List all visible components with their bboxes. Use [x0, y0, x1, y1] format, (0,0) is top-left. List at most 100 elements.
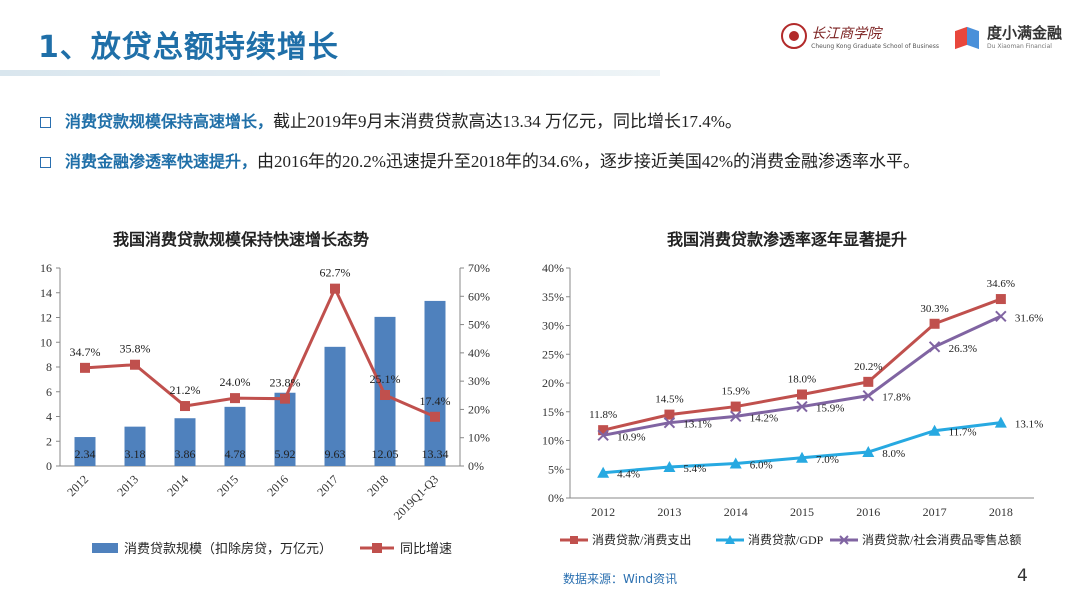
penetration-rate-chart: 0% 5% 10% 15% 20% 25% 30% 35% 40% 2012 2013 2014 201… [542, 261, 1043, 547]
growth-rate-label: 35.8% [120, 342, 151, 356]
title-underline [0, 70, 660, 76]
bullet-highlight: 消费贷款规模保持高速增长， [65, 112, 274, 131]
retail-sales-value-label: 15.9% [816, 403, 844, 415]
growth-rate-label: 24.0% [220, 375, 251, 389]
bar-value-label: 2.34 [75, 447, 96, 461]
square-bullet-icon [40, 116, 51, 128]
right-tick-label: 60% [468, 289, 490, 303]
bar [424, 300, 446, 466]
bar [324, 346, 346, 466]
gdp-marker [928, 424, 941, 436]
y-tick-label: 0% [548, 491, 564, 505]
legend-marker [725, 535, 735, 544]
left-tick-label: 4 [46, 410, 52, 424]
consumption-expenditure-value-label: 14.5% [655, 394, 683, 406]
consumption-expenditure-marker [995, 294, 1006, 305]
legend-bar-swatch [92, 543, 118, 553]
bar-value-label: 3.86 [175, 447, 196, 461]
page-number: 4 [1017, 566, 1028, 586]
consumption-expenditure-marker [598, 425, 609, 436]
left-tick-label: 8 [46, 360, 52, 374]
retail-sales-marker [995, 310, 1007, 323]
gdp-value-label: 7.0% [816, 454, 839, 466]
bar-value-label: 5.92 [275, 447, 296, 461]
page-title: 1、放贷总额持续增长 [38, 30, 339, 65]
legend-bar-label: 消费贷款规模（扣除房贷，万亿元） [124, 541, 332, 556]
x-tick-label: 2015 [790, 505, 814, 519]
consumption-expenditure-value-label: 11.8% [589, 409, 617, 421]
left-tick-label: 6 [46, 385, 52, 399]
dxm-name-cn: 度小满金融 [986, 24, 1062, 42]
y-tick-label: 10% [542, 434, 564, 448]
y-tick-label: 35% [542, 290, 564, 304]
consumption-expenditure-value-label: 30.3% [920, 303, 948, 315]
consumption-expenditure-value-label: 20.2% [854, 361, 882, 373]
bullet-item: 消费贷款规模保持高速增长， 截止2019年9月末消费贷款高达13.34 万亿元，… [40, 112, 920, 132]
right-tick-label: 70% [468, 261, 490, 275]
x-tick-label: 2017 [314, 472, 341, 499]
y-tick-label: 5% [548, 462, 564, 476]
x-tick-label: 2013 [657, 505, 681, 519]
consumption-expenditure-value-label: 15.9% [722, 386, 750, 398]
y-tick-label: 30% [542, 319, 564, 333]
x-tick-label: 2016 [856, 505, 880, 519]
consumption-expenditure-marker [797, 389, 807, 400]
consumption-expenditure-value-label: 34.6% [987, 278, 1015, 290]
dxm-mark-icon [954, 25, 981, 50]
consumption-expenditure-marker [664, 409, 675, 420]
x-tick-label: 2013 [114, 472, 141, 499]
growth-rate-marker [230, 393, 240, 404]
growth-rate-marker [130, 359, 140, 370]
y-tick-label: 25% [542, 347, 564, 361]
right-chart-title: 我国消费贷款渗透率逐年显著提升 [667, 230, 908, 249]
bar-value-label: 4.78 [225, 447, 246, 461]
retail-sales-value-label: 17.8% [882, 392, 910, 404]
ckgsb-seal-icon [781, 23, 808, 49]
legend-label: 消费贷款/GDP [748, 533, 824, 547]
y-tick-label: 20% [542, 376, 564, 390]
bullet-item: 消费金融渗透率快速提升， 由2016年的20.2%迅速提升至2018年的34.6… [40, 152, 920, 172]
retail-sales-marker [796, 400, 808, 413]
growth-rate-label: 34.7% [70, 345, 101, 359]
retail-sales-marker [862, 389, 874, 402]
right-tick-label: 20% [468, 402, 490, 416]
retail-sales-marker [663, 416, 676, 429]
bar-value-label: 9.63 [325, 447, 346, 461]
x-tick-label: 2016 [264, 472, 291, 499]
gdp-marker [862, 446, 875, 457]
consumption-expenditure-line [602, 297, 1002, 432]
right-tick-label: 0% [468, 459, 484, 473]
ckgsb-name-en: Cheung Kong Graduate School of Business [811, 42, 939, 50]
growth-rate-marker [380, 390, 390, 401]
bar [274, 392, 296, 466]
growth-rate-label: 17.4% [420, 394, 451, 408]
legend-label: 消费贷款/社会消费品零售总额 [862, 532, 1021, 547]
gdp-line [603, 421, 1002, 475]
growth-rate-marker [80, 362, 90, 373]
left-tick-label: 10 [40, 335, 52, 349]
retail-sales-marker [597, 429, 609, 442]
x-tick-label: 2014 [164, 472, 191, 499]
gdp-marker [994, 416, 1007, 428]
growth-rate-label: 21.2% [170, 383, 201, 397]
growth-rate-label: 23.8% [270, 376, 301, 390]
x-tick-label: 2014 [724, 505, 748, 519]
gdp-value-label: 6.0% [750, 460, 773, 472]
dxm-name-en: Du Xiaoman Financial [986, 43, 1052, 50]
retail-sales-value-label: 13.1% [683, 419, 711, 431]
left-tick-label: 0 [46, 459, 52, 473]
x-tick-label: 2017 [923, 505, 947, 519]
logo-area: 长江商学院 Cheung Kong Graduate School of Bus… [781, 22, 1062, 50]
bar [174, 418, 196, 466]
gdp-value-label: 13.1% [1015, 419, 1043, 431]
x-tick-label: 2018 [364, 472, 391, 499]
bullet-highlight: 消费金融渗透率快速提升， [65, 152, 258, 171]
retail-sales-marker [928, 341, 941, 353]
consumption-expenditure-marker [929, 318, 940, 329]
gdp-value-label: 5.4% [683, 463, 706, 475]
x-tick-label: 2018 [989, 505, 1013, 519]
ckgsb-logo: 长江商学院 Cheung Kong Graduate School of Bus… [781, 23, 939, 50]
left-tick-label: 12 [40, 311, 52, 325]
retail-sales-value-label: 10.9% [617, 431, 645, 443]
ckgsb-name-cn: 长江商学院 [811, 25, 882, 42]
